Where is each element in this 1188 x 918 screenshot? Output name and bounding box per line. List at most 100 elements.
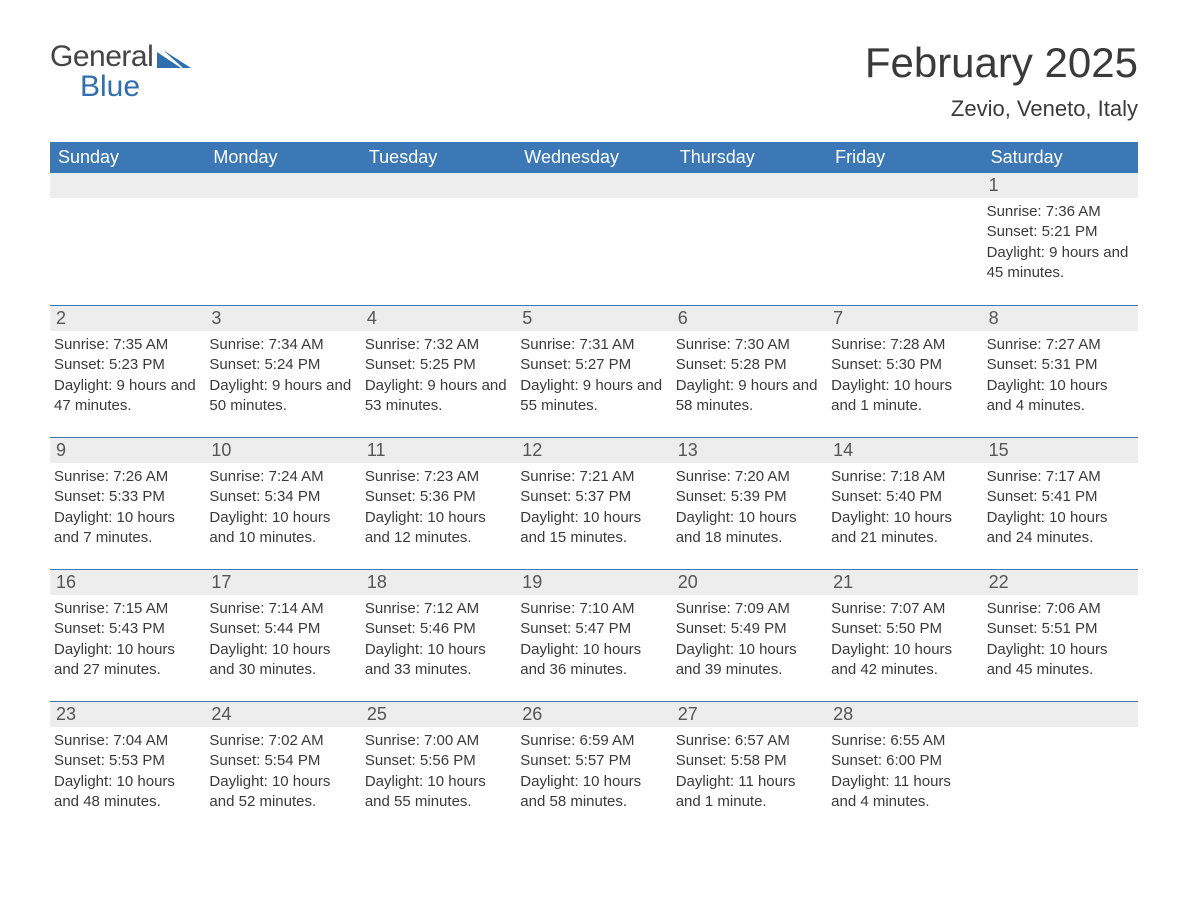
day-number	[50, 173, 205, 198]
day-details: Sunrise: 7:30 AMSunset: 5:28 PMDaylight:…	[672, 331, 827, 434]
day-number: 16	[50, 570, 205, 595]
day-number: 21	[827, 570, 982, 595]
weekday-header: Thursday	[672, 142, 827, 173]
details-strip: Sunrise: 7:04 AMSunset: 5:53 PMDaylight:…	[50, 727, 1138, 830]
sunset-text: Sunset: 5:39 PM	[676, 487, 821, 507]
daylight-text: Daylight: 10 hours and 15 minutes.	[520, 508, 665, 549]
week-row: 232425262728Sunrise: 7:04 AMSunset: 5:53…	[50, 701, 1138, 833]
details-strip: Sunrise: 7:36 AMSunset: 5:21 PMDaylight:…	[50, 198, 1138, 301]
day-details	[516, 198, 671, 301]
day-details: Sunrise: 7:04 AMSunset: 5:53 PMDaylight:…	[50, 727, 205, 830]
day-details: Sunrise: 7:26 AMSunset: 5:33 PMDaylight:…	[50, 463, 205, 566]
day-details	[983, 727, 1138, 830]
sunset-text: Sunset: 5:27 PM	[520, 355, 665, 375]
day-details	[361, 198, 516, 301]
day-details: Sunrise: 7:28 AMSunset: 5:30 PMDaylight:…	[827, 331, 982, 434]
daylight-text: Daylight: 11 hours and 1 minute.	[676, 772, 821, 813]
sunrise-text: Sunrise: 7:06 AM	[987, 599, 1132, 619]
sunset-text: Sunset: 5:44 PM	[209, 619, 354, 639]
day-number: 4	[361, 306, 516, 331]
sunrise-text: Sunrise: 6:57 AM	[676, 731, 821, 751]
day-details: Sunrise: 7:02 AMSunset: 5:54 PMDaylight:…	[205, 727, 360, 830]
day-details: Sunrise: 6:57 AMSunset: 5:58 PMDaylight:…	[672, 727, 827, 830]
daylight-text: Daylight: 10 hours and 10 minutes.	[209, 508, 354, 549]
day-details: Sunrise: 6:59 AMSunset: 5:57 PMDaylight:…	[516, 727, 671, 830]
sunrise-text: Sunrise: 7:31 AM	[520, 335, 665, 355]
day-number: 13	[672, 438, 827, 463]
day-details: Sunrise: 6:55 AMSunset: 6:00 PMDaylight:…	[827, 727, 982, 830]
sunrise-text: Sunrise: 7:12 AM	[365, 599, 510, 619]
header: General Blue February 2025 Zevio, Veneto…	[50, 40, 1138, 122]
weekday-header: Saturday	[983, 142, 1138, 173]
sunset-text: Sunset: 6:00 PM	[831, 751, 976, 771]
day-details: Sunrise: 7:36 AMSunset: 5:21 PMDaylight:…	[983, 198, 1138, 301]
day-number	[516, 173, 671, 198]
daylight-text: Daylight: 10 hours and 52 minutes.	[209, 772, 354, 813]
day-number: 12	[516, 438, 671, 463]
day-number	[361, 173, 516, 198]
sunrise-text: Sunrise: 7:30 AM	[676, 335, 821, 355]
sunrise-text: Sunrise: 7:36 AM	[987, 202, 1132, 222]
daylight-text: Daylight: 10 hours and 39 minutes.	[676, 640, 821, 681]
daylight-text: Daylight: 10 hours and 21 minutes.	[831, 508, 976, 549]
sunrise-text: Sunrise: 7:26 AM	[54, 467, 199, 487]
daylight-text: Daylight: 10 hours and 7 minutes.	[54, 508, 199, 549]
logo: General Blue	[50, 40, 191, 104]
day-details	[672, 198, 827, 301]
week-row: 1Sunrise: 7:36 AMSunset: 5:21 PMDaylight…	[50, 173, 1138, 305]
sunrise-text: Sunrise: 7:23 AM	[365, 467, 510, 487]
day-number: 11	[361, 438, 516, 463]
daynum-strip: 16171819202122	[50, 570, 1138, 595]
day-number: 17	[205, 570, 360, 595]
sunrise-text: Sunrise: 7:28 AM	[831, 335, 976, 355]
day-details: Sunrise: 7:21 AMSunset: 5:37 PMDaylight:…	[516, 463, 671, 566]
sunset-text: Sunset: 5:37 PM	[520, 487, 665, 507]
day-details: Sunrise: 7:14 AMSunset: 5:44 PMDaylight:…	[205, 595, 360, 698]
sunset-text: Sunset: 5:47 PM	[520, 619, 665, 639]
sunset-text: Sunset: 5:24 PM	[209, 355, 354, 375]
day-details: Sunrise: 7:12 AMSunset: 5:46 PMDaylight:…	[361, 595, 516, 698]
sunset-text: Sunset: 5:57 PM	[520, 751, 665, 771]
day-details	[205, 198, 360, 301]
sunset-text: Sunset: 5:43 PM	[54, 619, 199, 639]
day-number: 15	[983, 438, 1138, 463]
day-number: 18	[361, 570, 516, 595]
logo-flag-icon	[157, 46, 191, 68]
day-number: 2	[50, 306, 205, 331]
day-number: 20	[672, 570, 827, 595]
daylight-text: Daylight: 10 hours and 58 minutes.	[520, 772, 665, 813]
sunrise-text: Sunrise: 7:07 AM	[831, 599, 976, 619]
sunset-text: Sunset: 5:41 PM	[987, 487, 1132, 507]
weekday-header: Sunday	[50, 142, 205, 173]
logo-word2: Blue	[80, 70, 153, 104]
sunset-text: Sunset: 5:56 PM	[365, 751, 510, 771]
day-details: Sunrise: 7:10 AMSunset: 5:47 PMDaylight:…	[516, 595, 671, 698]
daylight-text: Daylight: 10 hours and 18 minutes.	[676, 508, 821, 549]
sunrise-text: Sunrise: 7:18 AM	[831, 467, 976, 487]
day-details: Sunrise: 7:20 AMSunset: 5:39 PMDaylight:…	[672, 463, 827, 566]
day-number: 27	[672, 702, 827, 727]
day-details: Sunrise: 7:32 AMSunset: 5:25 PMDaylight:…	[361, 331, 516, 434]
daylight-text: Daylight: 10 hours and 4 minutes.	[987, 376, 1132, 417]
day-details	[827, 198, 982, 301]
sunset-text: Sunset: 5:54 PM	[209, 751, 354, 771]
sunrise-text: Sunrise: 7:35 AM	[54, 335, 199, 355]
sunset-text: Sunset: 5:50 PM	[831, 619, 976, 639]
day-details: Sunrise: 7:34 AMSunset: 5:24 PMDaylight:…	[205, 331, 360, 434]
daylight-text: Daylight: 9 hours and 53 minutes.	[365, 376, 510, 417]
daylight-text: Daylight: 9 hours and 55 minutes.	[520, 376, 665, 417]
day-details: Sunrise: 7:06 AMSunset: 5:51 PMDaylight:…	[983, 595, 1138, 698]
details-strip: Sunrise: 7:26 AMSunset: 5:33 PMDaylight:…	[50, 463, 1138, 566]
daynum-strip: 232425262728	[50, 702, 1138, 727]
details-strip: Sunrise: 7:15 AMSunset: 5:43 PMDaylight:…	[50, 595, 1138, 698]
daynum-strip: 2345678	[50, 306, 1138, 331]
sunset-text: Sunset: 5:34 PM	[209, 487, 354, 507]
sunrise-text: Sunrise: 7:34 AM	[209, 335, 354, 355]
day-number: 6	[672, 306, 827, 331]
day-number	[672, 173, 827, 198]
day-details: Sunrise: 7:00 AMSunset: 5:56 PMDaylight:…	[361, 727, 516, 830]
sunset-text: Sunset: 5:30 PM	[831, 355, 976, 375]
daylight-text: Daylight: 10 hours and 55 minutes.	[365, 772, 510, 813]
daynum-strip: 1	[50, 173, 1138, 198]
sunset-text: Sunset: 5:40 PM	[831, 487, 976, 507]
